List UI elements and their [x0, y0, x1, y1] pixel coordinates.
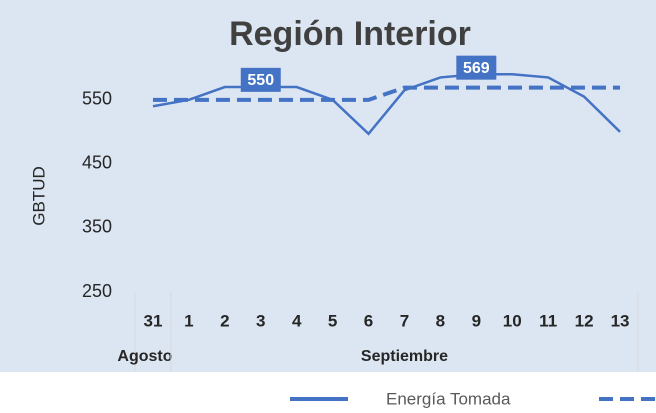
chart-background: [0, 0, 656, 372]
x-tick-label: 1: [184, 311, 193, 330]
x-tick-label: 31: [144, 311, 163, 330]
y-tick-label: 350: [82, 217, 112, 237]
data-label: 569: [463, 60, 490, 77]
x-group-label: Septiembre: [361, 348, 448, 365]
y-axis-label: GBTUD: [29, 166, 48, 226]
x-group-label: Agosto: [117, 348, 172, 365]
x-tick-label: 5: [328, 311, 337, 330]
x-tick-label: 13: [611, 311, 630, 330]
line: [152, 72, 621, 136]
data-label-box: [456, 55, 497, 80]
x-tick-label: 10: [503, 311, 522, 330]
x-tick-label: 12: [575, 311, 594, 330]
y-tick-label: 550: [82, 89, 112, 109]
y-tick-label: 250: [82, 281, 112, 301]
y-tick-label: 450: [82, 153, 112, 173]
chart-title: Región Interior: [229, 15, 471, 53]
legend-label: Energía Tomada: [386, 389, 511, 408]
x-tick-label: 3: [256, 311, 265, 330]
x-tick-label: 2: [220, 311, 229, 330]
x-tick-label: 7: [400, 311, 409, 330]
x-tick-label: 4: [292, 311, 302, 330]
dashed-line: [152, 85, 621, 102]
x-tick-label: 9: [472, 311, 481, 330]
x-tick-label: 11: [539, 311, 557, 330]
x-tick-label: 6: [364, 311, 373, 330]
x-tick-label: 8: [436, 311, 445, 330]
data-label-box: [240, 67, 281, 92]
data-label: 550: [247, 72, 274, 89]
